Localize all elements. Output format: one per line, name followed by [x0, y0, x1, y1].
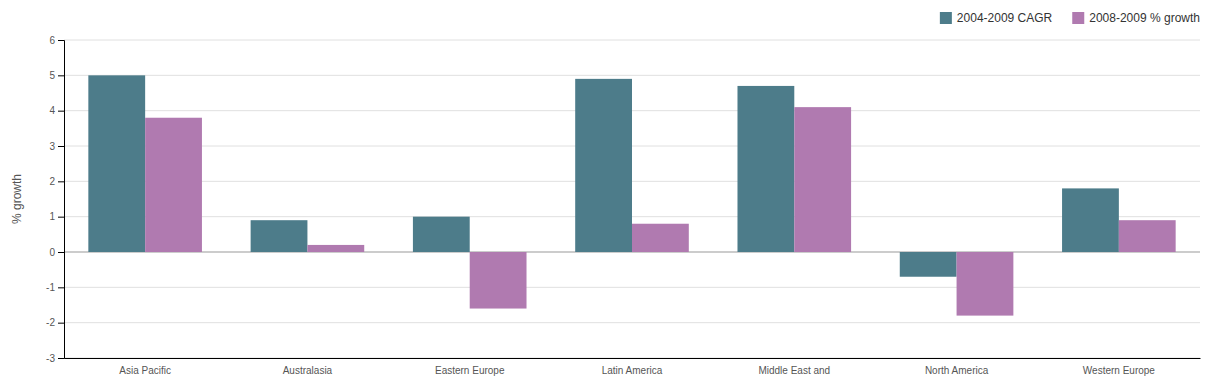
y-tick: -2 — [46, 317, 64, 328]
series — [88, 75, 1119, 276]
grid — [64, 40, 1200, 358]
legend-swatch — [940, 12, 952, 24]
bar — [1119, 220, 1176, 252]
y-tick: -3 — [46, 353, 64, 364]
bar — [900, 252, 957, 277]
bar — [470, 252, 527, 309]
legend-swatch — [1072, 12, 1084, 24]
y-tick-label: 3 — [49, 141, 55, 152]
bar — [632, 224, 689, 252]
y-tick-mark — [58, 75, 64, 76]
legend-label: 2004-2009 CAGR — [957, 11, 1053, 25]
legend-item: 2008-2009 % growth — [1072, 11, 1200, 25]
series — [145, 107, 1176, 315]
y-tick-label: 2 — [49, 176, 55, 187]
x-tick: Eastern Europe — [435, 365, 505, 376]
x-tick: Middle East and — [758, 365, 830, 376]
y-tick-label: -2 — [46, 317, 55, 328]
x-tick-label: Latin America — [602, 365, 663, 376]
y-tick-mark — [58, 181, 64, 182]
x-tick: Western Europe — [1083, 365, 1156, 376]
x-tick-label: Eastern Europe — [435, 365, 505, 376]
bar — [575, 79, 632, 252]
plot: -3 -2 -1 0 1 2 3 4 5 6 Asia Pacific Australasia East… — [46, 35, 1200, 376]
y-tick: 1 — [49, 211, 64, 222]
x-tick-label: Western Europe — [1083, 365, 1156, 376]
y-tick-label: 6 — [49, 35, 55, 46]
x-tick: Australasia — [283, 365, 333, 376]
y-tick: 3 — [49, 141, 64, 152]
y-tick-mark — [58, 358, 64, 359]
y-tick: -1 — [46, 282, 64, 293]
legend-item: 2004-2009 CAGR — [940, 11, 1053, 25]
y-tick-mark — [58, 287, 64, 288]
chart: -3 -2 -1 0 1 2 3 4 5 6 Asia Pacific Australasia East… — [0, 0, 1224, 392]
y-tick: 4 — [49, 105, 64, 116]
legend: 2004-2009 CAGR 2008-2009 % growth — [940, 11, 1200, 25]
grid-line — [64, 40, 1200, 41]
x-tick-label: North America — [925, 365, 989, 376]
y-tick-mark — [58, 111, 64, 112]
y-axis-title: % growth — [10, 174, 24, 224]
bar — [307, 245, 364, 252]
x-tick-label: Middle East and — [758, 365, 830, 376]
grid-line — [64, 75, 1200, 76]
y-tick-label: 0 — [49, 247, 55, 258]
x-tick: Latin America — [602, 365, 663, 376]
y-tick-mark — [58, 40, 64, 41]
bar — [413, 217, 470, 252]
bar — [88, 75, 145, 252]
bar — [145, 118, 202, 252]
grid-line — [64, 358, 1200, 359]
y-tick: 2 — [49, 176, 64, 187]
bar — [251, 220, 308, 252]
y-tick-label: -1 — [46, 282, 55, 293]
y-tick-mark — [58, 146, 64, 147]
y-tick-mark — [58, 323, 64, 324]
y-tick-label: 1 — [49, 211, 55, 222]
bar — [737, 86, 794, 252]
y-tick: 6 — [49, 35, 64, 46]
bar — [957, 252, 1014, 316]
x-tick: Asia Pacific — [119, 365, 171, 376]
grid-line — [64, 322, 1200, 323]
bar — [1062, 188, 1119, 252]
bar — [794, 107, 851, 252]
y-axis: -3 -2 -1 0 1 2 3 4 5 6 — [46, 35, 64, 364]
grid-line — [64, 287, 1200, 288]
y-tick: 5 — [49, 70, 64, 81]
x-axis: Asia Pacific Australasia Eastern Europe Lat… — [65, 359, 1201, 377]
y-axis-line — [58, 41, 65, 359]
y-tick-mark — [58, 217, 64, 218]
y-tick-label: -3 — [46, 353, 55, 364]
x-axis-line — [65, 358, 1201, 359]
bars — [88, 75, 1175, 315]
y-tick-label: 5 — [49, 70, 55, 81]
x-tick-label: Asia Pacific — [119, 365, 171, 376]
legend-label: 2008-2009 % growth — [1089, 11, 1200, 25]
y-tick-mark — [58, 252, 64, 253]
x-tick: North America — [925, 365, 989, 376]
y-tick: 0 — [49, 247, 64, 258]
x-tick-label: Australasia — [283, 365, 333, 376]
y-tick-label: 4 — [49, 105, 55, 116]
